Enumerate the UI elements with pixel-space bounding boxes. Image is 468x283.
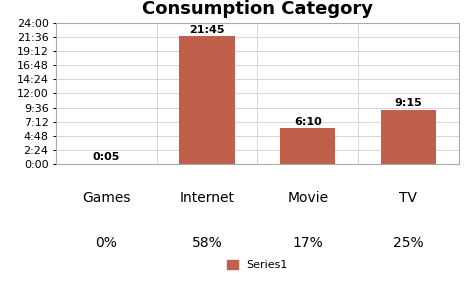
Text: Internet: Internet <box>180 191 234 205</box>
Bar <box>280 128 336 164</box>
Bar <box>380 110 436 164</box>
Text: 0:05: 0:05 <box>93 153 120 162</box>
Title: Consumption Category: Consumption Category <box>142 0 373 18</box>
Text: 0%: 0% <box>95 236 117 250</box>
Text: 6:10: 6:10 <box>294 117 322 127</box>
Text: 25%: 25% <box>393 236 424 250</box>
Text: TV: TV <box>399 191 417 205</box>
Text: 21:45: 21:45 <box>190 25 225 35</box>
Bar <box>179 36 235 164</box>
Text: Movie: Movie <box>287 191 328 205</box>
Text: Games: Games <box>82 191 131 205</box>
Text: 17%: 17% <box>292 236 323 250</box>
Text: 9:15: 9:15 <box>395 98 422 108</box>
Text: 58%: 58% <box>192 236 222 250</box>
Legend: Series1: Series1 <box>222 255 292 275</box>
